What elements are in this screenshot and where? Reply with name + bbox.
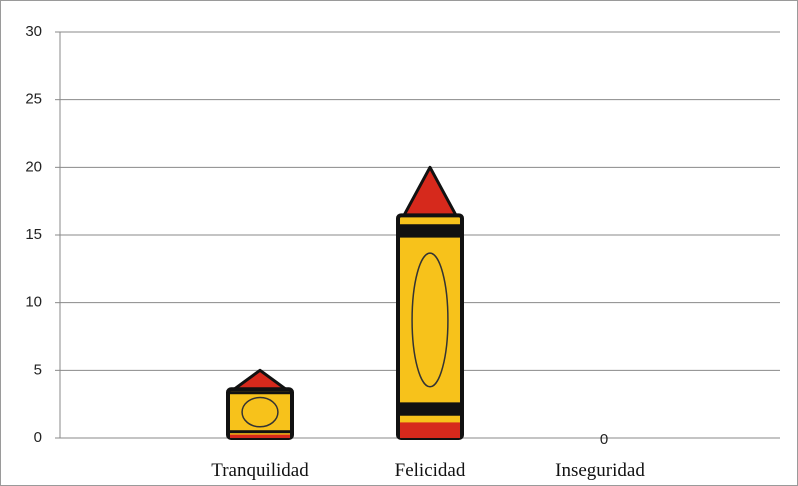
y-tick-label: 15 (25, 226, 42, 243)
y-tick-label: 20 (25, 158, 42, 175)
crayon-label (241, 396, 279, 428)
y-tick-label: 5 (34, 361, 42, 378)
crayon-band (230, 391, 290, 395)
crayon-base (400, 422, 460, 438)
y-tick-label: 0 (34, 429, 42, 446)
bar (226, 368, 294, 440)
crayon-label (411, 252, 449, 388)
crayon-base (230, 434, 290, 438)
x-tick-label: Tranquilidad (211, 460, 309, 481)
y-tick-label: 30 (25, 23, 42, 40)
value-label: 0 (600, 431, 608, 448)
crayon-band (230, 430, 290, 434)
crayon-band (400, 402, 460, 416)
bar (396, 165, 464, 440)
x-tick-label: Inseguridad (555, 460, 645, 481)
y-tick-label: 10 (25, 294, 42, 311)
x-tick-label: Felicidad (395, 460, 466, 481)
y-tick-label: 25 (25, 91, 42, 108)
crayon-band (400, 224, 460, 238)
